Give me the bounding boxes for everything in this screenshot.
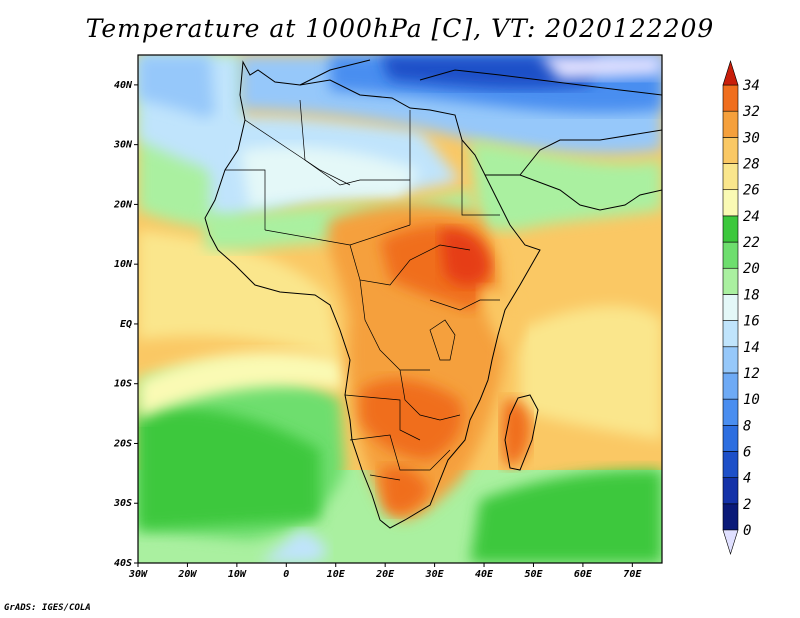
lon-tick-label: 40E: [475, 569, 494, 580]
lat-tick-label: EQ: [120, 319, 132, 330]
axis-ticks: 30W 20W 10W 0 10E 20E 30E 40E 50E 60E 70E 40N 30N 20N…: [113, 80, 642, 580]
credit-label: GrADS: IGES/COLA: [4, 603, 91, 613]
coastlines: [204, 59, 662, 529]
lon-tick-label: 30W: [128, 569, 148, 580]
colorbar-label: 20: [743, 261, 760, 277]
colorbar-bin: [722, 294, 739, 321]
colorbar-bin: [722, 267, 739, 295]
colorbar-label: 8: [743, 418, 751, 434]
colorbar-bin: [722, 215, 739, 243]
colorbar-label: 18: [743, 287, 760, 303]
colorbar-under-arrow: [722, 529, 739, 556]
colorbar-label: 10: [743, 392, 760, 408]
lon-tick-label: 10W: [228, 569, 247, 580]
lat-tick-label: 10N: [114, 259, 133, 270]
colorbar-label: 32: [742, 104, 760, 120]
colorbar-label: 12: [743, 366, 760, 382]
colorbar-label: 14: [743, 340, 760, 356]
map-frame: [137, 54, 663, 564]
colorbar-bin: [722, 110, 739, 138]
map-title: Temperature at 1000hPa [C], VT: 20201222…: [85, 14, 715, 43]
colorbar-label: 22: [743, 235, 760, 251]
colorbar-bin: [722, 372, 739, 400]
colorbar-label: 26: [743, 183, 760, 199]
lat-tick-label: 10S: [114, 379, 132, 390]
temperature-field: [138, 55, 662, 563]
colorbar-label: 16: [743, 314, 760, 330]
colorbar-label: 2: [743, 497, 751, 513]
lon-tick-label: 20W: [177, 569, 197, 580]
lat-tick-label: 30S: [113, 498, 132, 509]
lon-tick-label: 70E: [623, 569, 642, 580]
colorbar-bin: [722, 424, 739, 452]
lat-tick-label: 40N: [114, 80, 133, 91]
lon-tick-label: 10E: [327, 569, 346, 580]
lat-tick-label: 20S: [113, 438, 132, 449]
colorbar-bin: [722, 241, 739, 269]
colorbar-label: 28: [743, 157, 760, 173]
colorbar-over-arrow: [722, 59, 739, 86]
colorbar-label: 0: [743, 523, 751, 539]
country-borders: [225, 99, 500, 481]
colorbar-bin: [722, 84, 739, 112]
lon-tick-label: 0: [283, 569, 289, 580]
colorbar-label: 30: [742, 130, 760, 146]
colorbar-bin: [722, 477, 739, 505]
colorbar-bin: [722, 451, 739, 478]
colorbar-bin: [722, 189, 739, 217]
colorbar-bin: [722, 320, 739, 348]
lat-tick-label: 40S: [114, 558, 132, 569]
lon-tick-label: 50E: [524, 569, 543, 580]
colorbar-bin: [722, 398, 739, 426]
lon-tick-label: 60E: [574, 569, 593, 580]
colorbar-label: 24: [743, 209, 760, 225]
lat-tick-label: 30N: [113, 140, 133, 151]
lat-tick-label: 20N: [113, 199, 133, 210]
colorbar-label: 34: [742, 78, 760, 94]
colorbar-bin: [722, 503, 739, 531]
colorbar-bin: [722, 346, 739, 374]
colorbar-bin: [722, 163, 739, 191]
colorbar-label: 4: [743, 471, 751, 487]
lon-tick-label: 30E: [425, 569, 445, 580]
colorbar-label: 6: [743, 444, 751, 460]
lon-tick-label: 20E: [375, 569, 395, 580]
colorbar-bin: [722, 137, 739, 164]
